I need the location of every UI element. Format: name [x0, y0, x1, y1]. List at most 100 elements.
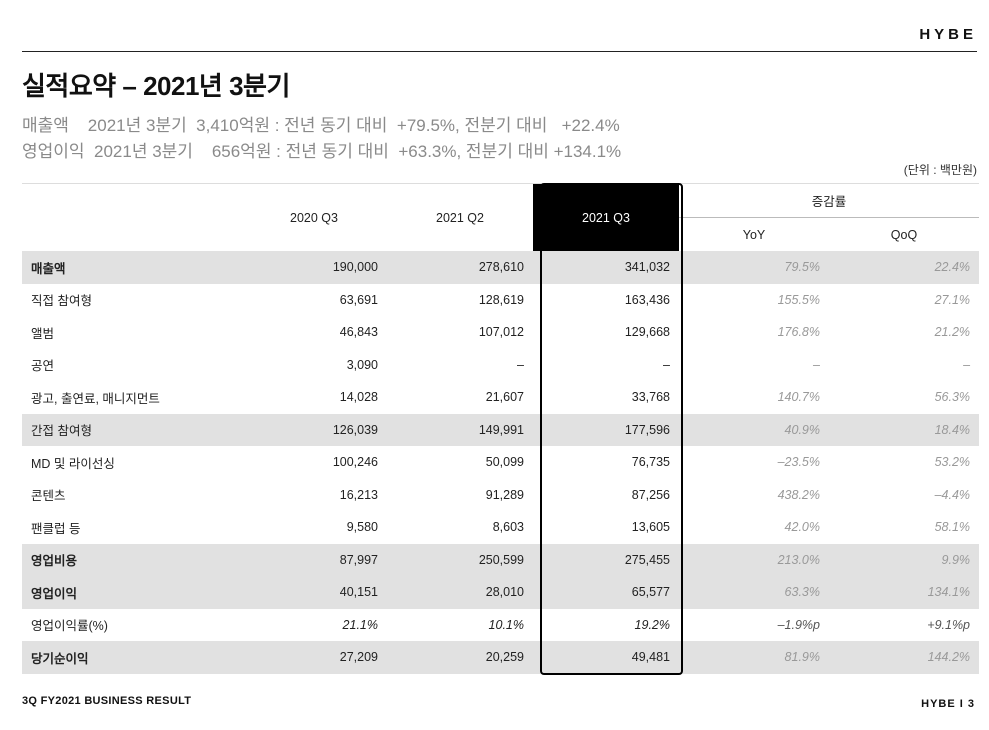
page-title: 실적요약 – 2021년 3분기 — [22, 71, 290, 101]
results-table: 2020 Q3 2021 Q2 2021 Q3 증감률 YoY QoQ 매출액 … — [22, 183, 980, 674]
row-label: 매출액 — [22, 251, 241, 284]
cell-2021q2: 20,259 — [387, 641, 533, 674]
col-qoq: QoQ — [890, 227, 918, 242]
cell-yoy: 40.9% — [679, 413, 829, 446]
cell-2021q3: 49,481 — [533, 641, 679, 674]
cell-2020q3: 9,580 — [346, 520, 378, 535]
cell-2021q2: 28,010 — [387, 576, 533, 609]
row-label: 영업비용 — [22, 543, 241, 576]
col-change-group: 증감률 — [679, 183, 980, 218]
cell-2020q3: 14,028 — [339, 390, 378, 405]
cell-2021q3: 275,455 — [533, 543, 679, 576]
table-row: MD 및 라이선싱 100,246 50,099 76,735 –23.5% 5… — [22, 446, 979, 479]
cell-2021q2: 10.1% — [488, 617, 524, 632]
row-label: 영업이익 — [22, 576, 241, 609]
cell-2021q3: – — [663, 357, 670, 372]
cell-2021q2: 50,099 — [485, 455, 524, 470]
row-label: 콘텐츠 — [31, 489, 66, 504]
table-row: 영업비용 87,997 250,599 275,455 213.0% 9.9% — [22, 543, 980, 576]
table-row: 당기순이익 27,209 20,259 49,481 81.9% 144.2% — [22, 641, 980, 674]
cell-qoq: 53.2% — [934, 455, 971, 470]
table-row: 광고, 출연료, 매니지먼트 14,028 21,607 33,768 140.… — [22, 381, 979, 414]
cell-yoy: 140.7% — [777, 390, 820, 405]
cell-2020q3: 3,090 — [346, 357, 378, 372]
cell-qoq: 27.1% — [934, 292, 971, 307]
cell-2021q3: 13,605 — [631, 520, 670, 535]
table-row: 공연 3,090 – – – – — [22, 349, 979, 382]
row-label: 공연 — [31, 359, 55, 374]
cell-2020q3: 27,209 — [241, 641, 387, 674]
cell-2020q3: 190,000 — [241, 251, 387, 284]
footer-report-title: 3Q FY2021 BUSINESS RESULT — [22, 695, 192, 707]
cell-2021q2: 128,619 — [478, 292, 524, 307]
cell-qoq: 18.4% — [829, 413, 980, 446]
row-label: 당기순이익 — [22, 641, 241, 674]
table-row: 영업이익 40,151 28,010 65,577 63.3% 134.1% — [22, 576, 980, 609]
cell-yoy: 63.3% — [679, 576, 829, 609]
cell-yoy: 79.5% — [679, 251, 829, 284]
cell-2020q3: 63,691 — [339, 292, 378, 307]
cell-2021q3: 19.2% — [634, 617, 670, 632]
cell-2021q2: – — [517, 357, 524, 372]
cell-yoy: –1.9%p — [777, 617, 820, 632]
cell-2021q2: 21,607 — [485, 390, 524, 405]
cell-2020q3: 87,997 — [241, 543, 387, 576]
cell-2020q3: 46,843 — [339, 325, 378, 340]
cell-yoy: –23.5% — [777, 455, 820, 470]
table-row: 직접 참여형 63,691 128,619 163,436 155.5% 27.… — [22, 284, 979, 317]
top-divider — [22, 51, 977, 52]
unit-note: (단위 : 백만원) — [903, 163, 977, 177]
cell-2021q2: 91,289 — [485, 487, 524, 502]
cell-2021q2: 250,599 — [387, 543, 533, 576]
header-blank — [22, 183, 241, 251]
cell-2020q3: 126,039 — [241, 413, 387, 446]
cell-qoq: 144.2% — [829, 641, 980, 674]
cell-yoy: 176.8% — [777, 325, 820, 340]
footer-page-number: HYBE I 3 — [921, 698, 975, 710]
cell-qoq: 22.4% — [829, 251, 980, 284]
cell-2021q2: 149,991 — [387, 413, 533, 446]
table-row: 영업이익률(%) 21.1% 10.1% 19.2% –1.9%p +9.1%p — [22, 609, 979, 642]
row-label: 간접 참여형 — [22, 413, 241, 446]
row-label: 광고, 출연료, 매니지먼트 — [31, 391, 160, 406]
table-row: 간접 참여형 126,039 149,991 177,596 40.9% 18.… — [22, 413, 980, 446]
cell-2020q3: 40,151 — [241, 576, 387, 609]
cell-qoq: 9.9% — [829, 543, 980, 576]
hybe-logo: HYBE — [919, 26, 977, 43]
cell-qoq: 58.1% — [934, 520, 971, 535]
cell-yoy: 155.5% — [777, 292, 820, 307]
cell-qoq: 134.1% — [829, 576, 980, 609]
table-row: 매출액 190,000 278,610 341,032 79.5% 22.4% — [22, 251, 980, 284]
cell-2021q3: 87,256 — [631, 487, 670, 502]
col-yoy: YoY — [742, 227, 766, 242]
cell-2020q3: 21.1% — [342, 617, 378, 632]
cell-2021q3: 341,032 — [533, 251, 679, 284]
cell-2020q3: 100,246 — [332, 455, 378, 470]
cell-yoy: 81.9% — [679, 641, 829, 674]
revenue-summary: 매출액 2021년 3분기 3,410억원 : 전년 동기 대비 +79.5%,… — [22, 116, 620, 135]
col-2021q3: 2021 Q3 — [533, 183, 679, 251]
cell-qoq: 21.2% — [934, 325, 971, 340]
cell-yoy: 438.2% — [777, 487, 820, 502]
cell-yoy: – — [813, 357, 820, 372]
cell-2021q3: 129,668 — [624, 325, 670, 340]
row-label: 앨범 — [31, 326, 55, 341]
row-label: MD 및 라이선싱 — [31, 456, 115, 471]
cell-qoq: –4.4% — [934, 487, 971, 502]
table-row: 콘텐츠 16,213 91,289 87,256 438.2% –4.4% — [22, 479, 979, 512]
table-row: 팬클럽 등 9,580 8,603 13,605 42.0% 58.1% — [22, 511, 979, 544]
cell-2021q3: 33,768 — [631, 390, 670, 405]
col-2020q3: 2020 Q3 — [241, 183, 387, 251]
row-label: 직접 참여형 — [31, 294, 92, 309]
operating-profit-summary: 영업이익 2021년 3분기 656억원 : 전년 동기 대비 +63.3%, … — [22, 142, 622, 161]
cell-2021q2: 107,012 — [478, 325, 524, 340]
cell-qoq: – — [963, 357, 971, 372]
row-label: 팬클럽 등 — [31, 521, 81, 536]
cell-qoq: +9.1%p — [927, 617, 971, 632]
row-label: 영업이익률(%) — [31, 619, 108, 634]
cell-2021q2: 8,603 — [492, 520, 524, 535]
cell-2021q3: 177,596 — [533, 413, 679, 446]
cell-yoy: 213.0% — [679, 543, 829, 576]
cell-2020q3: 16,213 — [339, 487, 378, 502]
cell-2021q3: 163,436 — [624, 292, 670, 307]
